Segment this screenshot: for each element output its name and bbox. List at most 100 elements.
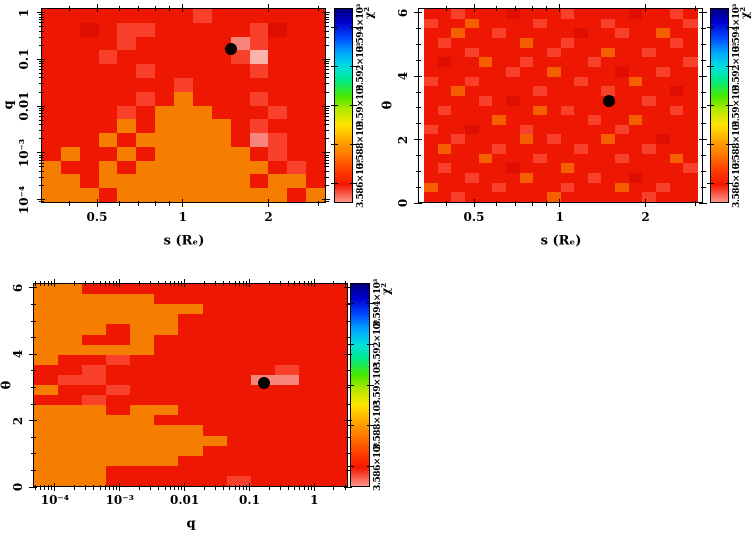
heatmap-cell <box>533 37 548 49</box>
heatmap-cell <box>560 163 575 174</box>
heatmap-cell <box>505 105 521 116</box>
heatmap-cell <box>249 22 270 38</box>
heatmap-cell <box>202 405 228 416</box>
tick-mark <box>345 320 351 322</box>
heatmap-cell <box>464 66 480 78</box>
heatmap-cell <box>642 115 657 126</box>
heatmap-cell <box>587 86 603 97</box>
heatmap-cell <box>574 134 589 145</box>
heatmap-q-vs-s <box>41 8 326 203</box>
heatmap-cell <box>533 9 548 20</box>
heatmap-cell <box>130 344 156 356</box>
heatmap-cell <box>424 95 439 107</box>
heatmap-cell <box>683 144 698 155</box>
tick-mark <box>345 469 351 471</box>
heatmap-cell <box>136 160 157 175</box>
heatmap-cell <box>274 385 300 396</box>
heatmap-cell <box>492 134 507 145</box>
tick-mark <box>727 105 731 106</box>
heatmap-cell <box>437 173 453 184</box>
heatmap-cell <box>249 188 270 202</box>
tick-mark <box>348 466 352 468</box>
heatmap-cell <box>533 57 548 68</box>
heatmap-cell <box>587 18 603 29</box>
heatmap-cell <box>601 28 616 39</box>
heatmap-cell <box>437 9 453 20</box>
tick-mark <box>345 386 351 388</box>
heatmap-cell <box>82 314 108 325</box>
tick-mark <box>348 343 352 345</box>
heatmap-cell <box>642 47 657 58</box>
heatmap-cell <box>274 465 300 477</box>
heatmap-cell <box>533 192 548 202</box>
tick-mark <box>515 200 517 206</box>
heatmap-cell <box>79 188 100 202</box>
heatmap-cell <box>98 105 119 120</box>
heatmap-cell <box>268 188 289 202</box>
tick-mark <box>351 183 355 184</box>
heatmap-cell <box>34 445 60 457</box>
heatmap-cell <box>136 9 157 24</box>
heatmap-cell <box>82 334 108 346</box>
tick-mark <box>310 484 312 490</box>
heatmap-cell <box>601 47 616 58</box>
tick-mark <box>234 280 236 286</box>
heatmap-cell <box>192 9 213 24</box>
heatmap-cell <box>60 91 81 107</box>
heatmap-cell <box>669 95 685 107</box>
heatmap-cell <box>42 22 62 38</box>
heatmap-cell <box>615 192 630 202</box>
heatmap-cell <box>136 174 157 189</box>
heatmap-cell <box>60 9 81 24</box>
heatmap-cell <box>154 385 180 396</box>
tick-mark <box>323 119 329 121</box>
tick-mark <box>323 60 329 62</box>
heatmap-cell <box>298 344 324 356</box>
heatmap-cell <box>249 91 270 107</box>
heatmap-cell <box>82 364 108 376</box>
heatmap-cell <box>250 435 276 447</box>
heatmap-cell <box>42 146 62 162</box>
colorbar-tick-label: 3.594×10³ <box>732 3 742 52</box>
heatmap-cell <box>642 86 657 97</box>
heatmap-cell <box>268 91 289 107</box>
heatmap-cell <box>437 153 453 164</box>
heatmap-cell <box>505 115 521 126</box>
tick-mark <box>531 200 533 206</box>
heatmap-cell <box>136 146 157 162</box>
tick-mark <box>169 280 171 286</box>
heatmap-cell <box>560 57 575 68</box>
heatmap-cell <box>192 91 213 107</box>
tick-mark <box>322 12 330 14</box>
heatmap-cell <box>615 163 630 174</box>
tick-mark <box>93 484 95 490</box>
heatmap-cell <box>478 124 494 136</box>
heatmap-cell <box>106 385 132 396</box>
heatmap-cell <box>560 86 575 97</box>
heatmap-cell <box>437 47 453 58</box>
heatmap-cell <box>268 77 289 93</box>
heatmap-cell <box>178 445 204 457</box>
heatmap-cell <box>478 163 494 174</box>
tick-mark <box>313 483 315 491</box>
heatmap-cell <box>546 86 562 97</box>
tick-mark <box>150 484 152 490</box>
tick-mark <box>116 280 118 286</box>
tick-mark <box>645 199 647 207</box>
heatmap-cell <box>298 425 324 437</box>
tick-mark <box>318 5 320 11</box>
tick-mark <box>322 152 330 154</box>
y-tick-label: 6 <box>11 283 25 293</box>
heatmap-cell <box>615 95 630 107</box>
heatmap-cell <box>492 66 507 78</box>
x-tick-label: 10⁻⁴ <box>40 493 70 507</box>
heatmap-cell <box>230 133 251 148</box>
tick-mark <box>38 201 44 203</box>
heatmap-cell <box>656 76 671 87</box>
tick-mark <box>496 5 498 11</box>
tick-mark <box>313 279 315 287</box>
heatmap-cell <box>451 124 466 136</box>
heatmap-cell <box>58 324 84 336</box>
heatmap-cell <box>136 77 157 93</box>
colorbar-tick-label: 3.594×10³ <box>356 3 366 52</box>
